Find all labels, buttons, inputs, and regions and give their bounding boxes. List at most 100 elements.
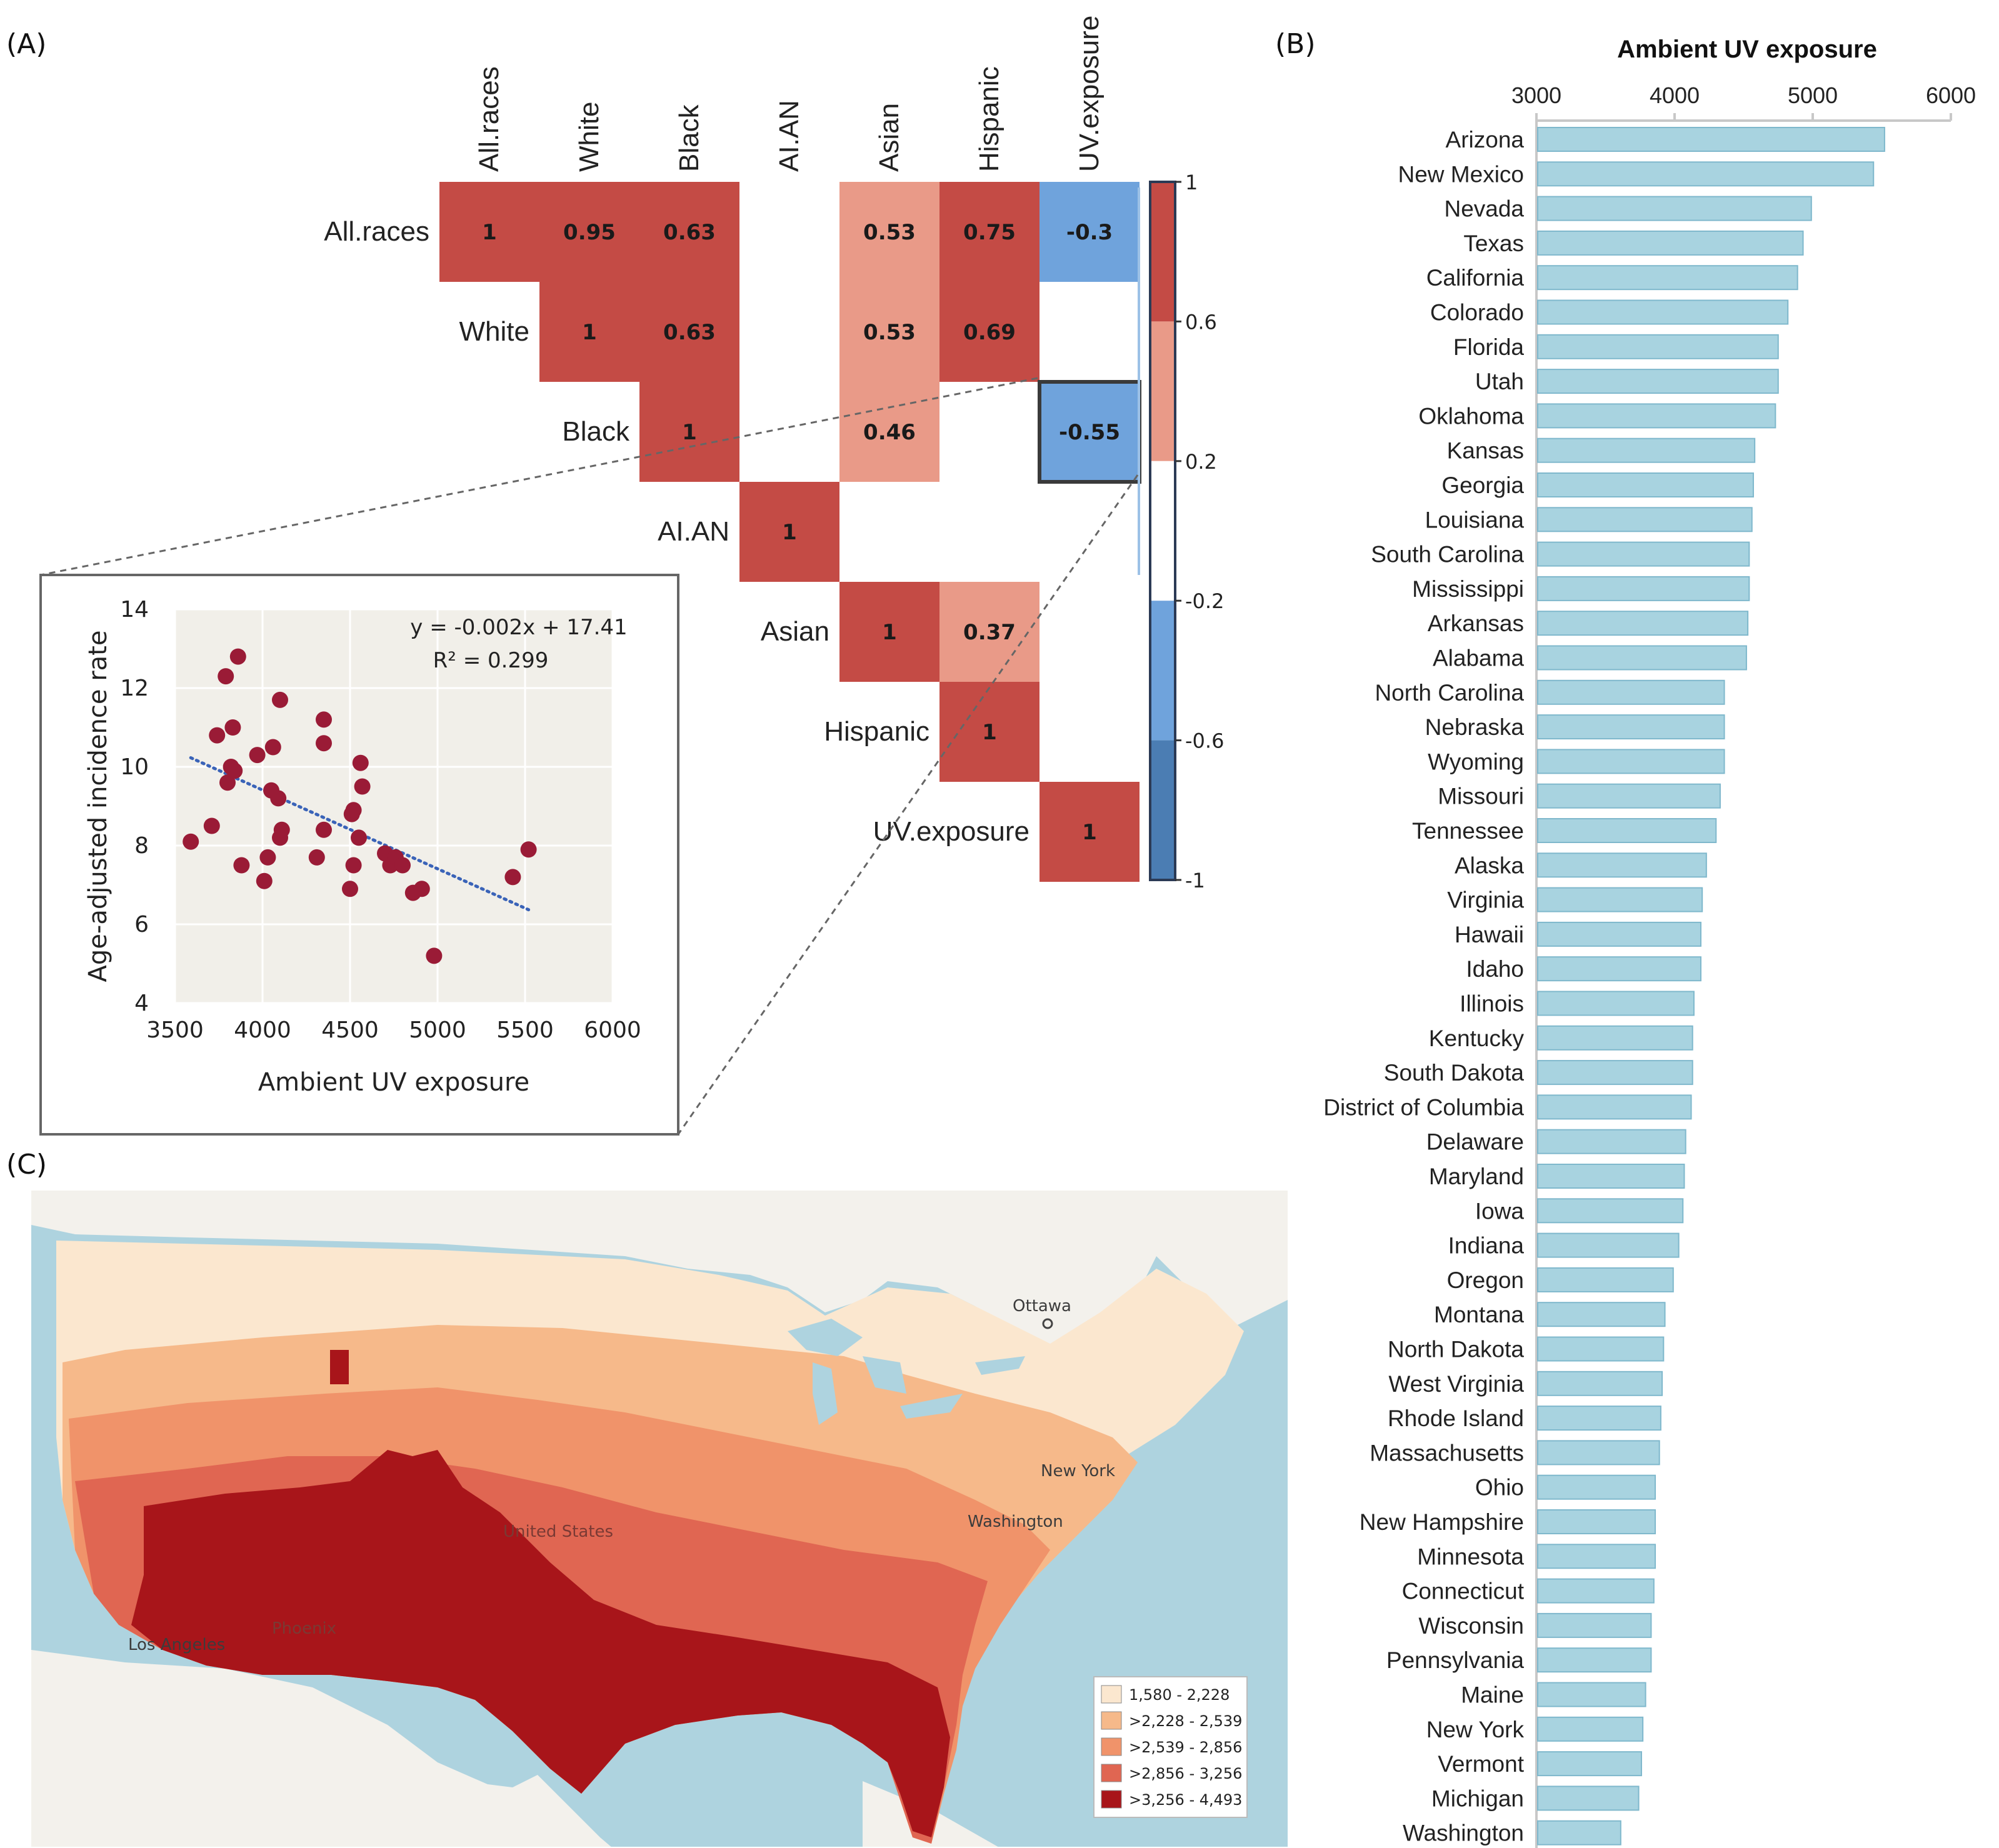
- heatmap-cell: [939, 582, 1040, 682]
- map-label-los-angeles: Los Angeles: [128, 1636, 225, 1654]
- scatter-plot: 3500 4000 4500 5000 5500 6000 4 6 8 10 12 14 y = -0.…: [84, 597, 641, 1097]
- bar-category-label: California: [1426, 265, 1525, 291]
- bar-category-label: Kentucky: [1429, 1026, 1525, 1051]
- bar: [1537, 1682, 1646, 1707]
- bar: [1537, 1371, 1663, 1396]
- map-label-washington: Washington: [968, 1512, 1063, 1531]
- bar: [1537, 1336, 1665, 1362]
- map-band-5: [131, 1450, 950, 1837]
- scatter-point: [203, 817, 220, 834]
- heatmap-cell: [839, 282, 939, 382]
- bar: [1537, 1060, 1693, 1086]
- scatter-y-tick-label: 14: [120, 597, 149, 622]
- heatmap-row-label: Hispanic: [824, 716, 929, 747]
- heatmap-cell-value: 1: [882, 620, 897, 645]
- bar-category-label: South Dakota: [1384, 1060, 1525, 1086]
- heatmap-col-label: UV.exposure: [1074, 16, 1105, 172]
- bar-category-label: Florida: [1453, 334, 1525, 360]
- scatter-point: [352, 754, 369, 771]
- map-lake-erie: [900, 1394, 963, 1419]
- bar-category-label: Pennsylvania: [1386, 1647, 1525, 1673]
- bar-category-label: New Hampshire: [1360, 1509, 1524, 1535]
- bar-category-label: Georgia: [1441, 472, 1524, 498]
- bar-category-label: South Carolina: [1371, 542, 1524, 567]
- scatter-point: [224, 719, 241, 736]
- heatmap-row-label: All.races: [324, 216, 429, 247]
- bar-category-label: Virginia: [1447, 887, 1524, 913]
- bar: [1537, 1612, 1652, 1638]
- bar-category-label: Vermont: [1438, 1751, 1525, 1777]
- scatter-point: [316, 821, 332, 838]
- heatmap-cell-value: 0.95: [563, 220, 616, 245]
- scatter-y-tick-label: 6: [134, 912, 149, 937]
- bar-category-label: Wyoming: [1428, 749, 1524, 774]
- scatter-point: [520, 841, 537, 858]
- bar-category-label: Wisconsin: [1418, 1613, 1524, 1639]
- heatmap-cell: [639, 182, 739, 282]
- bar-category-label: Utah: [1475, 369, 1524, 394]
- heatmap-row-label: White: [459, 316, 529, 347]
- heatmap-cell: [639, 382, 739, 482]
- scatter-point: [345, 802, 362, 819]
- bar: [1537, 1786, 1640, 1811]
- scatter-y-tick-label: 8: [134, 833, 149, 859]
- heatmap-col-label: White: [574, 102, 604, 172]
- scatter-plot-area: [175, 609, 613, 1003]
- panel-label-a: (A): [6, 28, 46, 60]
- bar: [1537, 852, 1707, 878]
- bar: [1537, 1129, 1686, 1154]
- bar-category-label: Illinois: [1460, 991, 1524, 1017]
- heatmap-cell-value: 0.75: [963, 220, 1016, 245]
- bar-category-label: Maine: [1461, 1682, 1524, 1708]
- scatter-point: [219, 774, 236, 791]
- bar: [1537, 1474, 1656, 1500]
- scatter-x-tick-label: 4000: [234, 1017, 291, 1043]
- heatmap-col-label: AI.AN: [774, 100, 804, 172]
- scatter-x-tick-label: 6000: [584, 1017, 641, 1043]
- bar-category-label: Colorado: [1430, 300, 1524, 326]
- bar-category-label: Tennessee: [1412, 818, 1524, 844]
- scatter-point: [351, 829, 367, 846]
- heatmap-cell: [939, 682, 1040, 782]
- bar: [1537, 541, 1750, 567]
- scatter-point: [316, 711, 332, 728]
- map-legend-swatch: [1101, 1764, 1122, 1782]
- heatmap-row-label: Black: [562, 416, 630, 447]
- bar: [1537, 749, 1725, 774]
- bar: [1537, 1820, 1621, 1846]
- bar: [1537, 369, 1779, 394]
- bar-category-label: Maryland: [1429, 1164, 1524, 1189]
- ottawa-marker: [1042, 1318, 1053, 1329]
- colorbar-tick-label: -0.6: [1185, 729, 1224, 753]
- scatter-r-squared: R² = 0.299: [433, 648, 549, 673]
- bar: [1537, 1025, 1693, 1051]
- bar: [1537, 299, 1789, 325]
- heatmap-col-label: Asian: [874, 103, 904, 172]
- heatmap-cell-value: 0.63: [663, 220, 716, 245]
- scatter-y-tick-label: 12: [120, 676, 149, 701]
- map-legend-label: >2,228 - 2,539: [1129, 1712, 1242, 1730]
- bar-category-label: Arkansas: [1428, 611, 1524, 636]
- bar: [1537, 1716, 1644, 1742]
- scatter-point: [413, 881, 430, 897]
- scatter-trendline: [189, 756, 531, 912]
- map-label-ottawa: Ottawa: [1013, 1297, 1071, 1316]
- scatter-x-tick-label: 5000: [409, 1017, 466, 1043]
- bar: [1537, 1164, 1685, 1189]
- map-label-united-states: United States: [503, 1522, 613, 1541]
- heatmap-col-label: All.races: [474, 66, 504, 172]
- map-legend-swatch: [1101, 1711, 1122, 1730]
- scatter-point: [426, 947, 443, 964]
- heatmap-cell: [939, 182, 1040, 282]
- scatter-point: [183, 833, 199, 850]
- scatter-point: [226, 762, 243, 779]
- bar-category-label: Idaho: [1466, 956, 1524, 982]
- heatmap-cell: [439, 182, 539, 282]
- heatmap-cell: [839, 182, 939, 282]
- map-legend-label: >3,256 - 4,493: [1129, 1791, 1242, 1809]
- scatter-point: [233, 857, 250, 874]
- colorbar-frame: [1149, 181, 1176, 881]
- scatter-point: [209, 727, 226, 744]
- map-lake-ontario: [975, 1356, 1025, 1375]
- scatter-point: [256, 872, 273, 889]
